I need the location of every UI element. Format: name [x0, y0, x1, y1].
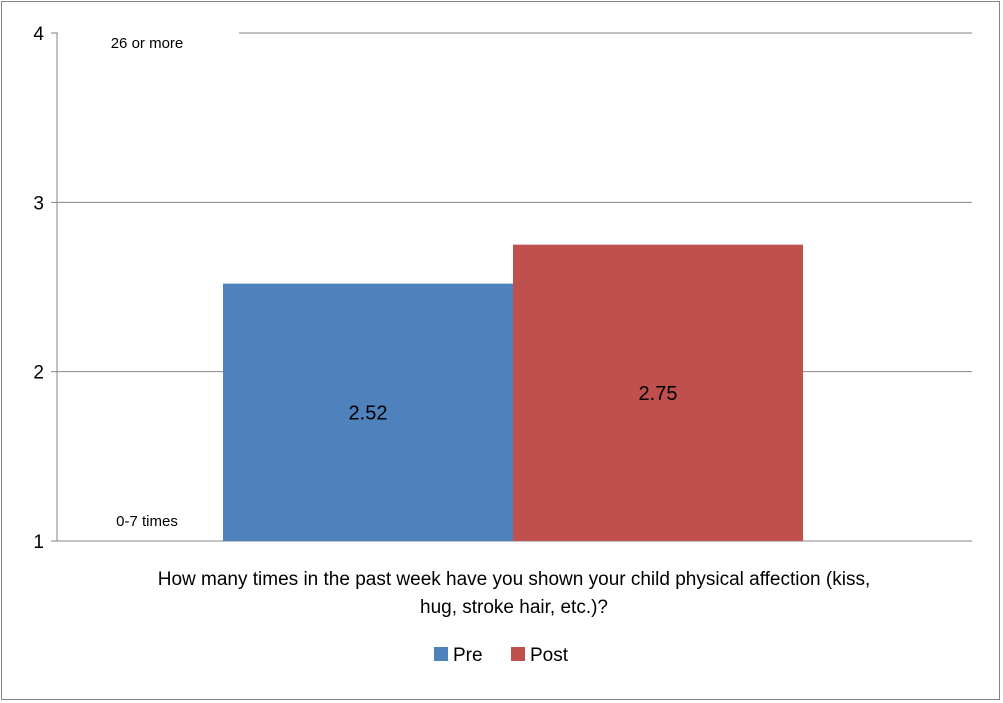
- y-tick-label-2: 2: [33, 363, 44, 384]
- y-tick-label-4: 4: [33, 24, 44, 45]
- legend-label-pre: Pre: [453, 645, 483, 666]
- bar-pre: [223, 283, 513, 541]
- y-tick-label-1: 1: [33, 532, 44, 553]
- data-label-post: 2.75: [639, 383, 678, 405]
- legend-label-post: Post: [530, 645, 569, 666]
- category-label-line-1: How many times in the past week have you…: [158, 569, 870, 590]
- data-label-pre: 2.52: [349, 402, 388, 424]
- annotation-top: 26 or more: [111, 35, 184, 52]
- legend-swatch-post: [511, 647, 525, 661]
- legend-swatch-pre: [434, 647, 448, 661]
- y-tick-label-3: 3: [33, 193, 44, 214]
- category-label-line-2: hug, stroke hair, etc.)?: [420, 597, 608, 618]
- annotation-mask-top: [58, 23, 239, 43]
- annotation-bottom: 0-7 times: [116, 513, 178, 530]
- bar-post: [513, 244, 803, 541]
